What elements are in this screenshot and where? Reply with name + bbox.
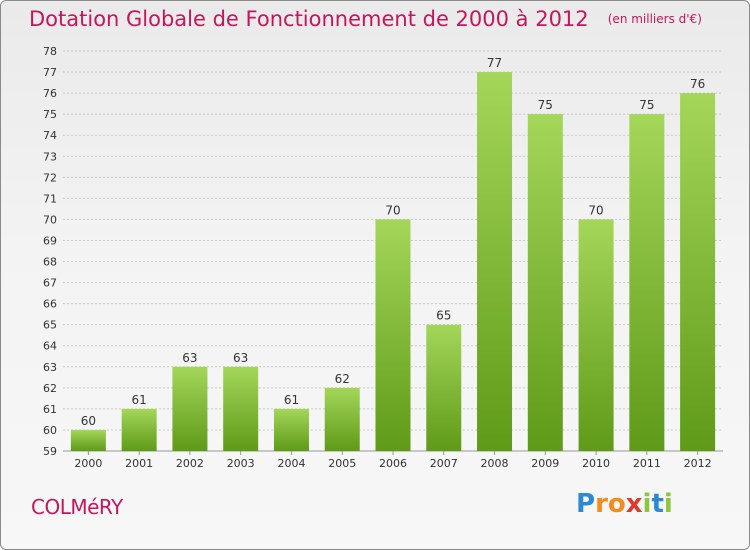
value-label-2002: 63 [182, 351, 197, 365]
bars [70, 72, 716, 452]
x-tick-label-2001: 2001 [125, 457, 153, 470]
value-label-2000: 60 [81, 414, 96, 428]
x-tick-label-2010: 2010 [582, 457, 610, 470]
y-tick-label: 73 [43, 150, 57, 163]
x-tick-label-2000: 2000 [74, 457, 102, 470]
bar-2007 [426, 324, 462, 451]
x-tick-label-2008: 2008 [481, 457, 509, 470]
value-label-2012: 76 [690, 77, 705, 91]
logo-letter: t [651, 489, 664, 519]
y-tick-label: 78 [43, 45, 57, 58]
x-tick-label-2004: 2004 [277, 457, 305, 470]
value-label-2011: 75 [639, 98, 654, 112]
y-tick-label: 70 [43, 213, 57, 226]
bar-2010 [578, 219, 614, 451]
x-tick-label-2002: 2002 [176, 457, 204, 470]
value-label-2001: 61 [132, 393, 147, 407]
bar-2011 [629, 114, 665, 451]
y-tick-label: 65 [43, 319, 57, 332]
chart-unit: (en milliers d'€) [607, 12, 702, 26]
value-label-2009: 75 [538, 98, 553, 112]
y-tick-label: 61 [43, 403, 57, 416]
y-tick-label: 67 [43, 277, 57, 290]
y-tick-label: 60 [43, 424, 57, 437]
value-label-2003: 63 [233, 351, 248, 365]
commune-name: COLMéRY [31, 495, 123, 519]
logo-letter: r [595, 489, 608, 519]
chart-title: Dotation Globale de Fonctionnement de 20… [29, 7, 589, 31]
y-tick-label: 71 [43, 192, 57, 205]
y-tick-label: 66 [43, 298, 57, 311]
value-labels: 60 61 63 63 61 62 70 65 77 75 70 75 76 [81, 56, 706, 428]
bar-2005 [324, 387, 360, 451]
value-label-2008: 77 [487, 56, 502, 70]
logo-letter: i [642, 489, 652, 519]
x-tick-label-2006: 2006 [379, 457, 407, 470]
x-axis: 2000 2001 2002 2003 2004 2005 2006 2007 2008 2009… [74, 451, 712, 470]
x-tick-label-2005: 2005 [328, 457, 356, 470]
bar-2001 [121, 408, 157, 451]
proxiti-logo: Proxiti [576, 489, 673, 519]
y-tick-label: 74 [43, 129, 57, 142]
logo-letter: x [625, 489, 643, 519]
bar-2000 [70, 429, 106, 451]
logo-letter: i [663, 489, 673, 519]
bar-2012 [680, 93, 716, 452]
x-tick-label-2007: 2007 [430, 457, 458, 470]
y-tick-label: 68 [43, 256, 57, 269]
x-tick-label-2011: 2011 [633, 457, 661, 470]
value-label-2007: 65 [436, 309, 451, 323]
title-block: Dotation Globale de Fonctionnement de 20… [29, 7, 702, 31]
y-tick-label: 59 [43, 445, 57, 458]
y-tick-label: 77 [43, 66, 57, 79]
bar-2006 [375, 219, 411, 451]
y-tick-label: 64 [43, 340, 57, 353]
value-label-2010: 70 [588, 203, 603, 217]
logo-letter: P [576, 489, 596, 519]
y-tick-label: 69 [43, 234, 57, 247]
y-tick-label: 63 [43, 361, 57, 374]
bar-2004 [273, 408, 309, 451]
bar-2002 [172, 366, 208, 451]
x-tick-label-2009: 2009 [531, 457, 559, 470]
y-tick-label: 76 [43, 87, 57, 100]
y-tick-label: 72 [43, 171, 57, 184]
value-label-2005: 62 [335, 372, 350, 386]
y-tick-label: 75 [43, 108, 57, 121]
y-tick-label: 62 [43, 382, 57, 395]
bar-2009 [527, 114, 563, 451]
x-tick-label-2012: 2012 [684, 457, 712, 470]
value-label-2006: 70 [385, 203, 400, 217]
y-axis: 59 60 61 62 63 64 65 66 67 68 69 70 71 72 73 74 75 76 77 78 [43, 45, 57, 458]
x-tick-label-2003: 2003 [227, 457, 255, 470]
bar-2003 [223, 366, 259, 451]
logo-letter: o [607, 489, 626, 519]
bar-2008 [477, 72, 513, 451]
value-label-2004: 61 [284, 393, 299, 407]
